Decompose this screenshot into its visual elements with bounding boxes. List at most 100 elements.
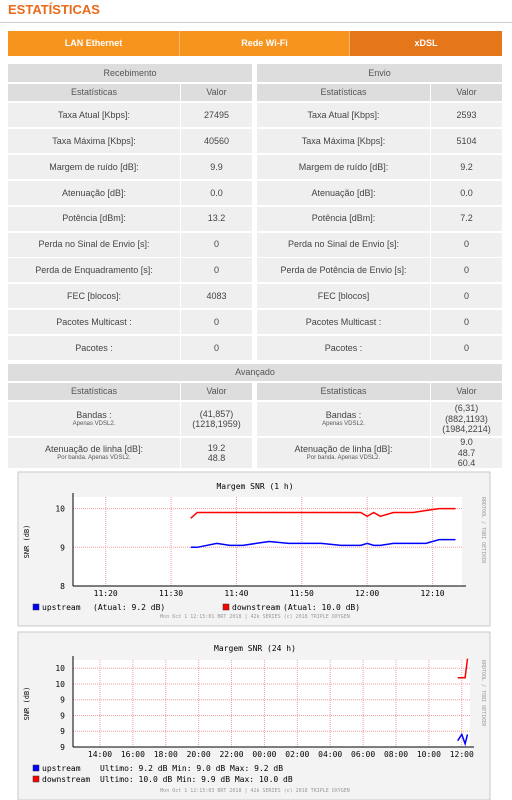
row-label: FEC [blocos] [257, 284, 430, 309]
row-label: Taxa Máxima [Kbps]: [257, 128, 430, 153]
row-label: Perda de Enquadramento [s]: [8, 258, 180, 283]
series-line [457, 658, 469, 679]
y-tick-label: 10 [55, 664, 65, 673]
x-tick-label: 11:50 [290, 589, 314, 598]
tab[interactable]: Rede Wi-Fi [180, 31, 350, 56]
row-value: 19.2 48.8 [181, 438, 252, 468]
table-header: Envio [257, 64, 502, 82]
y-tick-label: 9 [60, 696, 65, 705]
row-label: Atenuação [dB]: [8, 180, 180, 205]
section-header: Avançado [8, 364, 502, 381]
y-tick-label: 9 [60, 727, 65, 736]
x-tick-label: 00:00 [252, 750, 276, 759]
row-value: 0 [431, 336, 502, 361]
row-label: Pacotes : [8, 336, 180, 361]
label: Bandas : [76, 410, 112, 421]
y-tick-label: 10 [55, 680, 65, 689]
row-value: 27495 [181, 103, 252, 127]
row-value: 0 [181, 258, 252, 283]
value-line: (6,31) [454, 403, 479, 414]
row-value: 9.0 48.7 60.4 [431, 437, 502, 469]
side-text: RRDTOOL / TOBI OETIKER [480, 497, 486, 564]
column-header: Valor [181, 84, 252, 101]
legend-text: (Atual: 9.2 dB) [93, 603, 165, 612]
column-header: Estatísticas [8, 383, 180, 400]
row-value: 9.9 [181, 154, 252, 179]
row-label: Taxa Atual [Kbps]: [257, 103, 430, 127]
row-value: 13.2 [181, 206, 252, 231]
row-value: (6,31) (882,1193) (1984,2214) [431, 402, 502, 436]
row-label: Margem de ruído [dB]: [257, 154, 430, 179]
legend-label: downstream [232, 603, 280, 612]
x-tick-label: 11:30 [159, 589, 183, 598]
side-text: RRDTOOL / TOBI OETIKER [480, 660, 486, 727]
y-axis-label: SNR (dB) [23, 687, 31, 721]
legend-label: upstream [42, 764, 81, 773]
row-value: 9.2 [431, 154, 502, 179]
y-tick-label: 9 [60, 711, 65, 720]
column-header: Valor [431, 84, 502, 101]
chart-title: Margem SNR (1 h) [216, 482, 293, 491]
value-line: 60.4 [457, 458, 476, 469]
legend-label: upstream [42, 603, 81, 612]
x-tick-label: 11:40 [224, 589, 248, 598]
row-value: 4083 [181, 284, 252, 309]
column-header: Estatísticas [257, 383, 430, 400]
row-value: 0.0 [431, 180, 502, 205]
x-tick-label: 10:00 [417, 750, 441, 759]
series-line [190, 538, 456, 549]
x-tick-label: 12:00 [355, 589, 379, 598]
row-value: 40560 [181, 128, 252, 153]
row-label: Potência [dBm]: [257, 206, 430, 231]
chart-title: Margem SNR (24 h) [214, 644, 296, 653]
value-line: (1984,2214) [442, 424, 491, 435]
value-line: 48.8 [207, 453, 226, 463]
divider [0, 22, 512, 23]
table-header: Recebimento [8, 64, 252, 82]
row-label: Bandas : Apenas VDSL2. [257, 402, 430, 436]
series-line [190, 507, 456, 519]
legend-text: Ultimo: 10.0 dB Min: 9.9 dB Max: 10.0 dB [100, 775, 293, 784]
plot-area [73, 660, 470, 747]
value-line: 9.0 [460, 437, 473, 448]
value-line: 48.7 [457, 447, 476, 458]
x-tick-label: 04:00 [318, 750, 342, 759]
legend-text: (Atual: 10.0 dB) [283, 603, 360, 612]
row-label: FEC [blocos]: [8, 284, 180, 309]
column-header: Estatísticas [8, 84, 180, 101]
row-label: Perda no Sinal de Envio [s]: [257, 232, 430, 257]
x-tick-label: 12:10 [421, 589, 445, 598]
value-line: (882,1193) [445, 413, 488, 424]
row-label: Margem de ruído [dB]: [8, 154, 180, 179]
tab[interactable]: xDSL [350, 31, 502, 56]
chart-footer: Mon Oct 1 12:15:01 BRT 2018 | 42k SERIES… [160, 614, 350, 620]
x-tick-label: 20:00 [187, 750, 211, 759]
row-value: 0.0 [181, 180, 252, 205]
legend-swatch [32, 603, 40, 611]
x-tick-label: 14:00 [88, 750, 112, 759]
row-label: Atenuação de linha [dB]: Por banda. Apena… [257, 438, 430, 468]
legend-swatch [32, 764, 40, 772]
chart-footer: Mon Oct 1 12:15:03 BRT 2018 | 42k SERIES… [160, 788, 350, 794]
label: Atenuação de linha [dB]: [294, 444, 393, 455]
row-label: Taxa Máxima [Kbps]: [8, 128, 180, 153]
note: Apenas VDSL2. [322, 420, 365, 427]
y-tick-label: 9 [60, 743, 65, 752]
y-axis-label: SNR (dB) [23, 525, 31, 559]
note: Apenas VDSL2. [72, 420, 116, 427]
legend-swatch [222, 603, 230, 611]
row-value: 0 [181, 232, 252, 257]
y-tick-label: 10 [55, 505, 65, 514]
row-label: Potência [dBm]: [8, 206, 180, 231]
row-value: 0 [431, 284, 502, 309]
row-label: Taxa Atual [Kbps]: [8, 103, 180, 127]
label: Atenuação de linha [dB]: [44, 444, 144, 455]
row-label: Atenuação [dB]: [257, 180, 430, 205]
legend-text: Ultimo: 9.2 dB Min: 9.0 dB Max: 9.2 dB [100, 764, 283, 773]
row-label: Pacotes Multicast : [8, 310, 180, 335]
value-line: 19.2 [207, 442, 226, 453]
row-value: 0 [181, 310, 252, 335]
tab[interactable]: LAN Ethernet [8, 31, 180, 56]
